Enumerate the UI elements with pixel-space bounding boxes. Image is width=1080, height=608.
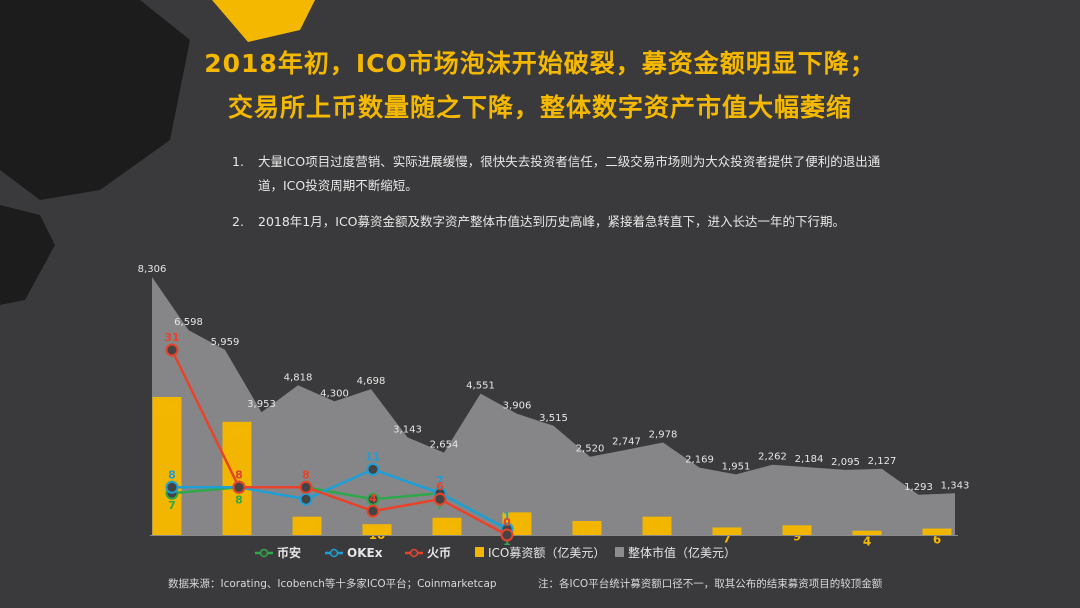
ico-bar <box>432 517 462 535</box>
market-cap-label: 4,551 <box>466 381 495 392</box>
market-cap-label: 1,293 <box>904 482 933 493</box>
bullet-1-text: 大量ICO项目过度营销、实际进展缓慢，很快失去投资者信任，二级交易市场则为大众投… <box>258 154 881 193</box>
exchange-point-1 <box>165 480 179 494</box>
market-cap-label: 3,143 <box>393 424 422 435</box>
exchange-point-label-0: 7 <box>436 499 444 512</box>
ico-bar <box>152 397 182 535</box>
ico-bar <box>922 528 952 535</box>
exchange-point-label-2: 6 <box>436 480 444 493</box>
ico-bar-label: 17 <box>299 521 316 535</box>
market-cap-label: 1,343 <box>941 480 970 491</box>
legend-label: 火币 <box>427 546 451 560</box>
exchange-point-label-2: 8 <box>302 468 310 481</box>
exchange-point-label-1: 8 <box>235 468 243 481</box>
exchange-point-2 <box>232 480 246 494</box>
market-cap-label: 5,959 <box>211 337 240 348</box>
exchange-point-label-0: 7 <box>168 499 176 512</box>
legend-swatch-dot <box>409 548 419 558</box>
legend-label: 整体市值（亿美元） <box>628 545 736 560</box>
market-cap-label: 2,184 <box>795 454 824 465</box>
title-line-1: 2018年初，ICO市场泡沫开始破裂，募资金额明显下降； <box>204 49 876 78</box>
title-line-2: 交易所上币数量随之下降，整体数字资产市值大幅萎缩 <box>227 93 852 122</box>
ico-bar <box>572 520 602 535</box>
legend-label: OKEx <box>347 546 383 560</box>
market-cap-label: 3,953 <box>247 399 276 410</box>
ico-bar <box>642 516 672 535</box>
exchange-point-label-1: 7 <box>436 474 444 487</box>
bullet-1: 1. 大量ICO项目过度营销、实际进展缓慢，很快失去投资者信任，二级交易市场则为… <box>232 150 892 198</box>
ico-bar <box>362 524 392 535</box>
data-source: 数据来源：Icorating、Icobench等十多家ICO平台；Coinmar… <box>168 578 497 590</box>
exchange-point-label-2: 4 <box>369 492 377 505</box>
ico-bar-label: 105 <box>224 426 249 440</box>
ico-bar <box>712 527 742 535</box>
ico-bar <box>292 516 322 535</box>
ico-bar-label: 13 <box>579 525 596 539</box>
exchange-line-1 <box>172 468 508 531</box>
exchange-point-2 <box>165 343 179 357</box>
exchange-point-2 <box>366 504 380 518</box>
bullet-1-number: 1. <box>232 154 244 169</box>
exchange-point-1 <box>366 462 380 476</box>
dark-polygon-top-left <box>0 0 190 200</box>
bullet-2-number: 2. <box>232 214 244 229</box>
market-cap-label: 2,095 <box>831 457 860 468</box>
legend-swatch-dot <box>259 548 269 558</box>
market-cap-label: 2,747 <box>612 437 641 448</box>
ico-bar-label: 9 <box>793 529 801 543</box>
ico-bar <box>852 530 882 535</box>
bullet-2-text: 2018年1月，ICO募资金额及数字资产整体市值达到历史高峰，紧接着急转直下，进… <box>258 214 846 229</box>
exchange-point-2 <box>500 528 514 542</box>
exchange-point-2 <box>299 480 313 494</box>
ico-bar <box>222 421 252 535</box>
exchange-point-1 <box>299 492 313 506</box>
legend-label: 币安 <box>277 545 301 560</box>
market-cap-label: 2,520 <box>576 444 605 455</box>
legend-swatch-dot <box>329 548 339 558</box>
exchange-point-label-1: 11 <box>365 450 380 463</box>
ico-bar-label: 16 <box>439 522 456 536</box>
market-cap-label: 4,698 <box>357 376 386 387</box>
market-cap-label: 3,515 <box>539 413 568 424</box>
market-cap-label: 2,262 <box>758 452 787 463</box>
market-cap-label: 2,654 <box>430 440 459 451</box>
market-cap-label: 3,906 <box>503 401 532 412</box>
exchange-point-label-2: 31 <box>164 331 179 344</box>
chart-note: 注：各ICO平台统计募资额口径不一，取其公布的结束募资项目的较顶金额 <box>538 578 883 590</box>
market-cap-label: 8,306 <box>138 265 167 275</box>
bullet-2: 2. 2018年1月，ICO募资金额及数字资产整体市值达到历史高峰，紧接着急转直… <box>232 210 892 234</box>
ico-bar-label: 4 <box>863 535 871 549</box>
ico-bar-label: 6 <box>933 533 941 547</box>
market-cap-label: 6,598 <box>174 317 203 328</box>
yellow-polygon-top <box>212 0 315 42</box>
exchange-point-label-1: 8 <box>168 468 176 481</box>
market-cap-label: 1,951 <box>722 461 751 472</box>
combo-chart: 8,306 6,598 5,959 3,953 4,818 4,300 4,698 3,143… <box>138 265 970 560</box>
market-cap-label: 4,300 <box>320 388 349 399</box>
market-cap-label: 4,818 <box>284 372 313 383</box>
exchange-point-label-0: 1 <box>503 535 511 548</box>
exchange-point-label-0: 8 <box>235 493 243 506</box>
ico-bar-label: 17 <box>649 521 666 535</box>
legend-swatch-box <box>475 547 484 557</box>
ico-bar <box>782 525 812 535</box>
exchange-point-label-2: 8 <box>235 468 243 481</box>
exchange-line-2 <box>170 349 508 537</box>
market-cap-label: 2,978 <box>649 429 678 440</box>
ico-bar-label: 7 <box>723 531 731 545</box>
exchange-point-label-2: 0 <box>503 516 511 529</box>
dark-polygon-left <box>0 205 55 305</box>
legend-swatch-box <box>615 547 624 557</box>
market-cap-label: 2,127 <box>868 456 897 467</box>
ico-bar-label: 128 <box>154 401 179 415</box>
exchange-point-label-1: 1 <box>503 510 511 523</box>
legend-label: ICO募资额（亿美元） <box>488 545 605 560</box>
market-cap-label: 2,169 <box>685 455 714 466</box>
market-cap-area <box>152 277 955 535</box>
exchange-point-2 <box>433 492 447 506</box>
